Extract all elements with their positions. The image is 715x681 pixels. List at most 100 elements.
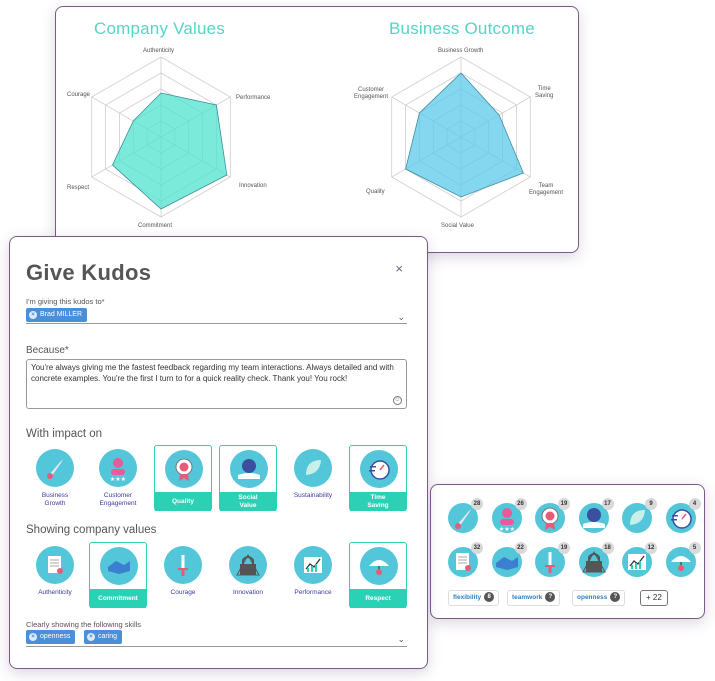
lock-icon xyxy=(578,547,609,577)
svg-text:★★★: ★★★ xyxy=(110,476,126,483)
skill-tag-openness[interactable]: openness? xyxy=(572,590,626,606)
count-badge: 17 xyxy=(601,498,614,510)
count-badge: 19 xyxy=(558,498,570,510)
recipient-chip-label: Brad MILLER xyxy=(40,311,83,318)
value-tile-respect[interactable]: Respect xyxy=(349,542,407,608)
remove-chip-icon[interactable]: × xyxy=(29,311,37,319)
impact-tile-time-saving[interactable]: Time Saving xyxy=(349,445,407,511)
leaf-icon xyxy=(294,449,332,487)
skill-count-badge: ? xyxy=(545,592,556,603)
count-badge: 26 xyxy=(514,498,527,510)
skill-tag-flexibility[interactable]: flexibility 8 xyxy=(448,590,500,606)
value-tile-performance[interactable]: Performance xyxy=(284,542,342,608)
medal-icon xyxy=(535,503,565,533)
value-tile-label: Courage xyxy=(170,589,196,596)
impact-tile-label: Customer Engagement xyxy=(99,492,137,507)
value-tile-label: Performance xyxy=(294,589,332,596)
because-textarea[interactable]: You're always giving me the fastest feed… xyxy=(26,359,407,409)
umbrella-icon xyxy=(360,547,398,585)
skill-tag-label: teamwork xyxy=(512,594,543,601)
business-outcome-axis-label: Business Growth xyxy=(438,48,484,54)
value-tile-innovation[interactable]: Innovation xyxy=(219,542,277,608)
impact-label: With impact on xyxy=(26,428,103,440)
because-text: You're always giving me the fastest feed… xyxy=(31,363,394,383)
company-values-axis-label: Courage xyxy=(67,92,91,98)
skill-tag-label: flexibility xyxy=(453,594,482,601)
company-values-axis-label: Innovation xyxy=(239,183,267,189)
count-badge: 32 xyxy=(471,542,483,554)
skills-field-line xyxy=(26,646,407,647)
values-label: Showing company values xyxy=(26,524,157,536)
skill-chip-label: openness xyxy=(40,633,71,640)
business-outcome-axis-label: Time Saving xyxy=(535,86,554,99)
count-badge: 12 xyxy=(645,542,657,554)
chevron-down-icon[interactable]: ⌄ xyxy=(397,312,405,322)
count-badge: 9 xyxy=(645,498,657,510)
count-badge: 22 xyxy=(514,542,527,554)
business-outcome-axis-label: Team Engagement xyxy=(529,183,564,196)
skill-tag-teamwork[interactable]: teamwork? xyxy=(507,590,561,606)
skills-label: Clearly showing the following skills xyxy=(26,620,142,629)
business-outcome-axis-label: Customer Engagement xyxy=(354,87,389,100)
radar-charts xyxy=(91,56,531,218)
lock-icon xyxy=(229,546,267,584)
count-badge: 4 xyxy=(688,498,701,510)
more-skills-button[interactable]: + 22 xyxy=(640,590,668,606)
recipient-chip[interactable]: × Brad MILLER xyxy=(26,308,88,322)
impact-tile-business-growth[interactable]: Business Growth xyxy=(26,445,84,511)
value-tile-label: Innovation xyxy=(233,589,263,596)
count-badge: 19 xyxy=(558,542,570,554)
business-outcome-axis-label: Quality xyxy=(366,189,385,195)
impact-tile-label: Sustainability xyxy=(293,492,333,499)
skill-tag-label: openness xyxy=(577,594,608,601)
medal-icon xyxy=(165,450,203,488)
sword-icon xyxy=(164,546,202,584)
impact-tile-label: Quality xyxy=(155,492,211,511)
impact-tile-quality[interactable]: Quality xyxy=(154,445,212,511)
stopwatch-icon xyxy=(360,450,398,488)
skill-chip-label: caring xyxy=(98,633,118,640)
company-values-axis-label: Respect xyxy=(67,185,90,191)
count-badge: 18 xyxy=(601,542,614,554)
skill-count-badge: 8 xyxy=(484,592,495,603)
give-kudos-dialog: Give Kudos × I'm giving this kudos to* ×… xyxy=(9,236,428,669)
company-values-title: Company Values xyxy=(94,19,225,38)
customer-stars-icon: ★★★ xyxy=(99,449,137,487)
impact-tile-social-value[interactable]: Social Value xyxy=(219,445,277,511)
handshake-icon xyxy=(100,547,138,585)
company-values-axis-label: Performance xyxy=(236,95,271,101)
company-values-data-area xyxy=(112,92,228,210)
impact-tile-sustainability[interactable]: Sustainability xyxy=(284,445,342,511)
remove-chip-icon[interactable]: × xyxy=(87,633,95,641)
skill-chip-openness[interactable]: × openness xyxy=(26,630,76,644)
company-values-axis-label: Authenticity xyxy=(143,48,175,54)
business-outcome-axis-label: Social Value xyxy=(441,223,474,229)
chevron-down-icon[interactable]: ⌄ xyxy=(397,634,405,644)
count-badge: 5 xyxy=(688,542,701,554)
rocket-icon xyxy=(36,449,74,487)
skill-chip-caring[interactable]: × caring xyxy=(84,630,123,644)
radar-charts-card: Company Values Business Outcome Authenti… xyxy=(55,6,579,253)
impact-tile-customer-engagement[interactable]: ★★★ Customer Engagement xyxy=(89,445,147,511)
value-tile-commitment[interactable]: Commitment xyxy=(89,542,147,608)
impact-tile-label: Social Value xyxy=(220,492,276,511)
umbrella-icon xyxy=(665,547,696,577)
value-tile-courage[interactable]: Courage xyxy=(154,542,212,608)
dialog-title: Give Kudos xyxy=(26,260,152,285)
value-tile-label: Respect xyxy=(350,589,406,608)
globe-hand-icon xyxy=(230,450,268,488)
remove-chip-icon[interactable]: × xyxy=(29,633,37,641)
count-badge: 28 xyxy=(471,498,483,510)
skill-count-badge: ? xyxy=(610,592,621,603)
value-tile-authenticity[interactable]: Authenticity xyxy=(26,542,84,608)
business-outcome-radar xyxy=(391,56,531,218)
close-icon[interactable]: × xyxy=(395,261,403,276)
document-icon xyxy=(36,546,74,584)
impact-tile-label: Business Growth xyxy=(41,492,69,507)
business-outcome-data-area xyxy=(405,72,524,198)
emoji-icon[interactable]: ☺ xyxy=(393,396,402,405)
value-tile-label: Commitment xyxy=(90,589,146,608)
because-label: Because* xyxy=(26,345,69,356)
recipient-label: I'm giving this kudos to* xyxy=(26,297,105,306)
recipient-field-line xyxy=(26,323,407,324)
